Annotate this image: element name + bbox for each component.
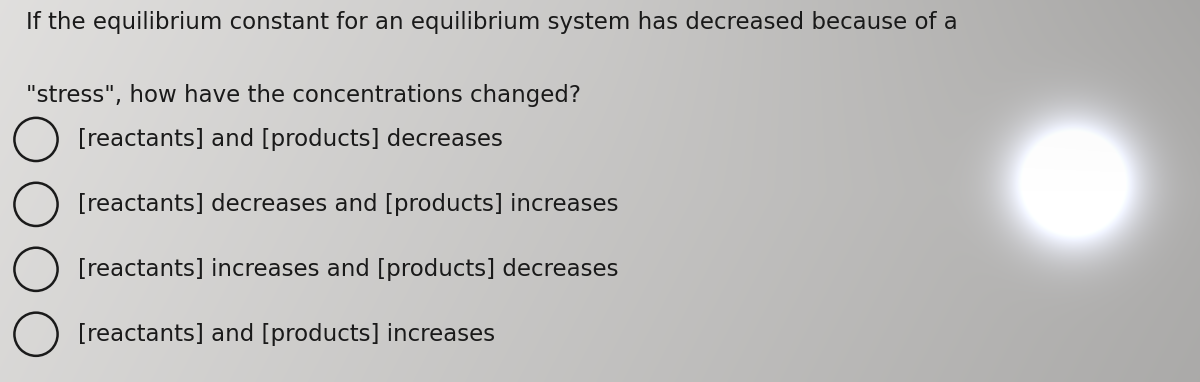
Text: [reactants] decreases and [products] increases: [reactants] decreases and [products] inc…: [78, 193, 618, 216]
Text: [reactants] and [products] increases: [reactants] and [products] increases: [78, 323, 496, 346]
Text: [reactants] increases and [products] decreases: [reactants] increases and [products] dec…: [78, 258, 618, 281]
Text: [reactants] and [products] decreases: [reactants] and [products] decreases: [78, 128, 503, 151]
Text: If the equilibrium constant for an equilibrium system has decreased because of a: If the equilibrium constant for an equil…: [26, 11, 958, 34]
Text: "stress", how have the concentrations changed?: "stress", how have the concentrations ch…: [26, 84, 581, 107]
